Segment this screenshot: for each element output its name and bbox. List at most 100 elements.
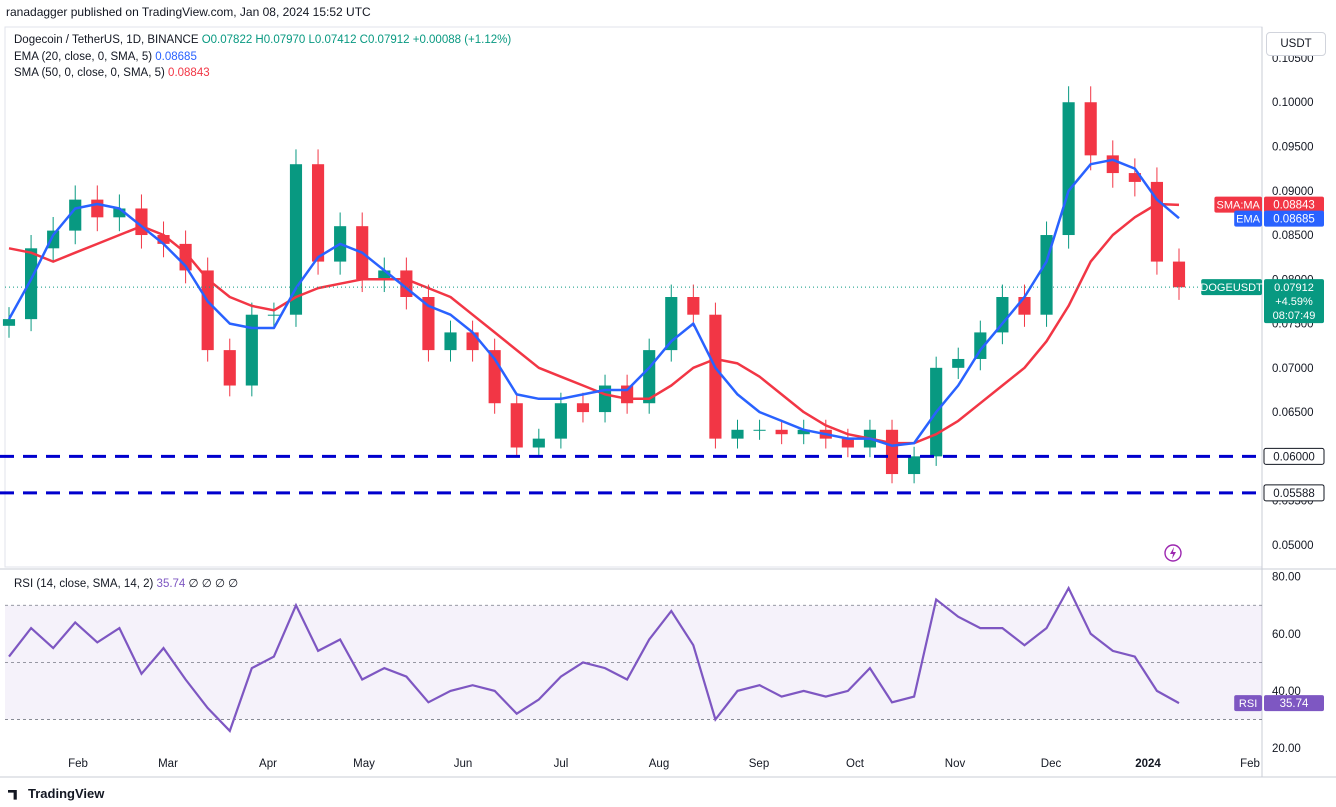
sma-legend-value: 0.08843: [168, 67, 210, 79]
sma-legend-label: SMA (50, 0, close, 0, SMA, 5): [14, 67, 165, 79]
brand-label: TradingView: [28, 786, 105, 801]
ema-legend-label: EMA (20, close, 0, SMA, 5): [14, 51, 153, 63]
bar-countdown: 08:07:49: [1273, 310, 1316, 322]
rsi-side-tag-bg: [1234, 695, 1262, 712]
y-tick-label: 0.10000: [1272, 97, 1314, 109]
x-tick-label: Mar: [158, 758, 178, 770]
ohlc-values: O0.07822 H0.07970 L0.07412 C0.07912 +0.0…: [201, 34, 512, 46]
rsi-value-tag-bg: [1264, 695, 1324, 712]
candle-body: [113, 208, 126, 218]
candle-body: [532, 438, 545, 448]
candle-body: [621, 385, 634, 404]
x-tick-label: Feb: [68, 758, 88, 770]
x-tick-label: Aug: [649, 758, 669, 770]
x-tick-label: Nov: [945, 758, 966, 770]
candle-body: [1018, 297, 1031, 315]
candle-body: [466, 332, 479, 351]
support2-tag-bg: [1263, 484, 1325, 502]
candle-body: [731, 429, 744, 439]
candle-body: [223, 350, 236, 386]
candle-body: [753, 429, 766, 431]
ema-legend-value: 0.08685: [155, 51, 197, 63]
sma-side-tag-bg: [1214, 196, 1262, 213]
candle-body: [1084, 102, 1097, 156]
rsi-tick-label: 60.00: [1272, 629, 1301, 641]
sma-price-tag-bg: [1264, 196, 1324, 213]
candle-body: [91, 199, 104, 218]
rsi-legend-label: RSI (14, close, SMA, 14, 2): [14, 578, 154, 590]
x-tick-label: Oct: [846, 758, 865, 770]
x-tick-label: Jul: [554, 758, 569, 770]
candle-body: [1172, 261, 1186, 288]
candle-body: [510, 403, 523, 448]
rsi-legend-value: 35.74: [156, 578, 186, 590]
symbol-side-tag-bg: [1201, 279, 1262, 296]
candle-body: [709, 314, 722, 439]
rsi-tick-label: 80.00: [1272, 572, 1301, 584]
sma-line: [8, 202, 1180, 445]
y-tick-label: 0.09500: [1272, 142, 1314, 154]
sma-price-tag: 0.08843: [1273, 200, 1315, 212]
y-tick-label: 0.07000: [1272, 363, 1314, 375]
support-lines: [0, 454, 1262, 495]
candle-body: [267, 314, 280, 316]
candle-body: [289, 164, 303, 315]
x-tick-label: Dec: [1041, 758, 1062, 770]
rsi-value-tag: 35.74: [1280, 698, 1309, 710]
chart-axes: 0.105000.100000.095000.090000.085000.080…: [68, 53, 1313, 770]
rsi-band-fill: [5, 605, 1262, 720]
candle-body: [996, 297, 1009, 333]
rsi-legend: RSI (14, close, SMA, 14, 2) 35.74 ∅ ∅ ∅ …: [14, 576, 238, 590]
candle-body: [687, 297, 700, 315]
candle-body: [245, 314, 258, 386]
ema-line: [7, 158, 1180, 447]
candle-body: [1106, 155, 1119, 174]
rsi-side-tag: RSI: [1239, 698, 1257, 710]
x-tick-label: Sep: [749, 758, 769, 770]
candle-body: [554, 403, 567, 439]
candle-body: [974, 332, 987, 359]
x-tick-label: Apr: [259, 758, 277, 770]
x-tick-label: Feb: [1240, 758, 1260, 770]
candle-body: [2, 319, 16, 326]
symbol-side-tag: DOGEUSDT: [1200, 282, 1263, 294]
support2-tag: 0.05588: [1273, 488, 1315, 500]
candle-body: [25, 248, 38, 320]
lightning-icon[interactable]: [1163, 543, 1183, 563]
support1-tag: 0.06000: [1273, 451, 1315, 463]
last-price-value: 0.07912: [1274, 282, 1314, 294]
rsi-tick-label: 40.00: [1272, 686, 1301, 698]
currency-button[interactable]: USDT: [1266, 32, 1326, 56]
chart-grid: [0, 26, 1336, 778]
indicator-lines: [5, 158, 1262, 733]
ema-side-tag-bg: [1234, 210, 1262, 227]
candle-body: [952, 358, 965, 368]
y-tick-label: 0.08500: [1272, 230, 1314, 242]
candle-body: [422, 297, 435, 351]
symbol-legend: Dogecoin / TetherUS, 1D, BINANCE O0.0782…: [14, 34, 511, 46]
support1-tag-bg: [1263, 447, 1325, 465]
candle-body: [908, 456, 921, 475]
y-tick-label: 0.06500: [1272, 407, 1314, 419]
candle-body: [1062, 102, 1075, 236]
candle-body: [797, 429, 810, 435]
candle-body: [201, 270, 214, 351]
y-tick-label: 0.09000: [1272, 186, 1314, 198]
sma-side-tag: SMA:MA: [1216, 200, 1260, 212]
y-tick-label: 0.05000: [1272, 540, 1314, 552]
last-price-change: +4.59%: [1275, 296, 1313, 308]
last-price-tag-bg: [1264, 279, 1324, 324]
sma-legend: SMA (50, 0, close, 0, SMA, 5) 0.08843: [14, 67, 210, 79]
candle-body: [157, 235, 170, 244]
ema-side-tag: EMA: [1236, 214, 1261, 226]
x-tick-label: Jun: [454, 758, 473, 770]
x-tick-label: May: [353, 758, 375, 770]
tradingview-logo[interactable]: TradingView: [8, 786, 104, 801]
candle-body: [378, 270, 391, 280]
symbol-title: Dogecoin / TetherUS, 1D, BINANCE: [14, 34, 199, 46]
ema-legend: EMA (20, close, 0, SMA, 5) 0.08685: [14, 51, 197, 63]
rsi-line: [8, 585, 1180, 733]
candlesticks: [2, 86, 1186, 484]
candle-body: [1128, 173, 1141, 182]
